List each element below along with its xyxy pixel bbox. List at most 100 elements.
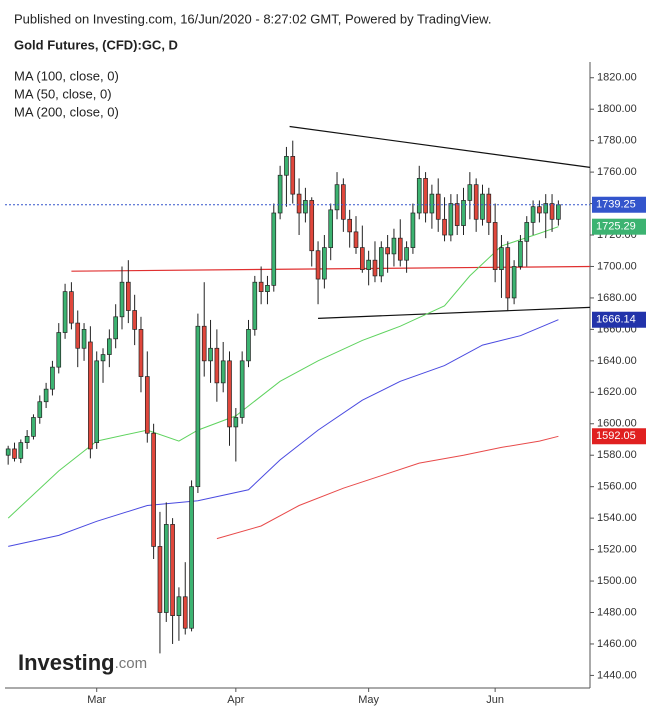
price-tag xyxy=(592,428,646,445)
candle-body xyxy=(284,156,289,176)
candle-body xyxy=(144,376,150,434)
candle-body xyxy=(347,218,352,233)
candle-body xyxy=(378,247,384,277)
candle-body xyxy=(265,284,270,292)
published-note: Published on Investing.com, 16/Jun/2020 … xyxy=(14,11,491,26)
candle-body xyxy=(385,247,390,255)
candle-body xyxy=(309,200,315,252)
y-tick-label: 1700.00 xyxy=(597,260,637,272)
candle-body xyxy=(537,206,542,214)
legend-entry: MA (50, close, 0) xyxy=(14,86,112,101)
candle-body xyxy=(499,247,504,270)
logo-suffix: .com xyxy=(115,655,148,672)
trendline xyxy=(318,306,591,319)
ma-line xyxy=(7,226,559,519)
logo-main: Investing xyxy=(18,650,115,675)
y-tick-label: 1440.00 xyxy=(597,669,637,681)
candle-body xyxy=(252,281,258,330)
candle-body xyxy=(277,174,283,214)
candle-body xyxy=(94,360,100,443)
candle-body xyxy=(157,546,163,613)
candle-body xyxy=(511,266,517,299)
candle-body xyxy=(69,291,74,324)
y-tick-label: 1620.00 xyxy=(597,386,637,398)
candle-body xyxy=(163,524,169,613)
candle-body xyxy=(88,341,93,450)
y-tick-label: 1540.00 xyxy=(597,512,637,524)
candle-body xyxy=(201,325,207,362)
candle-body xyxy=(290,156,296,195)
candle-body xyxy=(372,259,378,277)
candle-body xyxy=(442,218,447,236)
candle-body xyxy=(429,193,435,214)
candle-body xyxy=(486,193,492,223)
candle-body xyxy=(454,203,460,226)
x-tick-label: Jun xyxy=(486,694,504,706)
y-tick-label: 1580.00 xyxy=(597,449,637,461)
candle-body xyxy=(31,417,36,437)
legend-entry: MA (200, close, 0) xyxy=(14,104,119,119)
candle-body xyxy=(518,240,523,267)
candle-body xyxy=(480,193,485,220)
candle-body xyxy=(151,432,156,547)
candle-body xyxy=(505,247,511,299)
y-tick-label: 1800.00 xyxy=(597,103,637,115)
y-tick-label: 1780.00 xyxy=(597,135,637,147)
y-tick-label: 1640.00 xyxy=(597,355,637,367)
candle-body xyxy=(416,178,422,214)
logo: Investing.com xyxy=(18,650,147,675)
candle-body xyxy=(530,206,536,223)
candle-body xyxy=(50,366,55,390)
price-tag-label: 1592.05 xyxy=(596,430,636,442)
candle-body xyxy=(461,200,466,226)
price-tag-label: 1666.14 xyxy=(596,314,636,326)
candle-body xyxy=(360,247,365,270)
candle-body xyxy=(435,193,441,220)
candle-body xyxy=(391,237,397,255)
y-tick-label: 1520.00 xyxy=(597,543,637,555)
price-tag xyxy=(592,196,646,213)
y-tick-label: 1480.00 xyxy=(597,606,637,618)
candle-body xyxy=(353,231,359,248)
candle-body xyxy=(100,354,106,362)
candle-body xyxy=(75,322,81,349)
candle-body xyxy=(24,435,30,443)
candle-body xyxy=(43,388,49,403)
candle-body xyxy=(233,417,239,428)
x-tick-label: May xyxy=(358,694,379,706)
candle-body xyxy=(138,329,144,377)
candle-body xyxy=(556,204,561,220)
candle-body xyxy=(423,178,428,214)
y-tick-label: 1500.00 xyxy=(597,575,637,587)
candle-body xyxy=(366,259,371,270)
candle-body xyxy=(334,184,340,211)
candle-body xyxy=(189,486,194,629)
candle-body xyxy=(18,442,24,459)
candle-body xyxy=(208,347,213,362)
candle-body xyxy=(296,193,302,214)
candle-body xyxy=(119,281,125,318)
candle-body xyxy=(239,360,245,418)
candle-body xyxy=(549,203,555,220)
y-tick-label: 1760.00 xyxy=(597,166,637,178)
price-tag xyxy=(592,311,646,328)
candle-body xyxy=(492,222,498,270)
price-tag xyxy=(592,218,646,235)
y-tick-label: 1600.00 xyxy=(597,418,637,430)
candle-body xyxy=(543,203,549,214)
candle-body xyxy=(404,247,409,261)
candle-body xyxy=(227,360,232,428)
candle-body xyxy=(322,247,327,280)
candle-body xyxy=(62,291,68,333)
candle-body xyxy=(126,281,131,311)
candle-body xyxy=(448,203,454,236)
ma-line xyxy=(216,435,559,540)
candle-body xyxy=(315,250,321,280)
candle-body xyxy=(170,524,175,616)
candle-body xyxy=(271,212,277,286)
candle-body xyxy=(258,281,264,292)
candle-body xyxy=(473,184,479,220)
x-tick-label: Mar xyxy=(87,694,106,706)
